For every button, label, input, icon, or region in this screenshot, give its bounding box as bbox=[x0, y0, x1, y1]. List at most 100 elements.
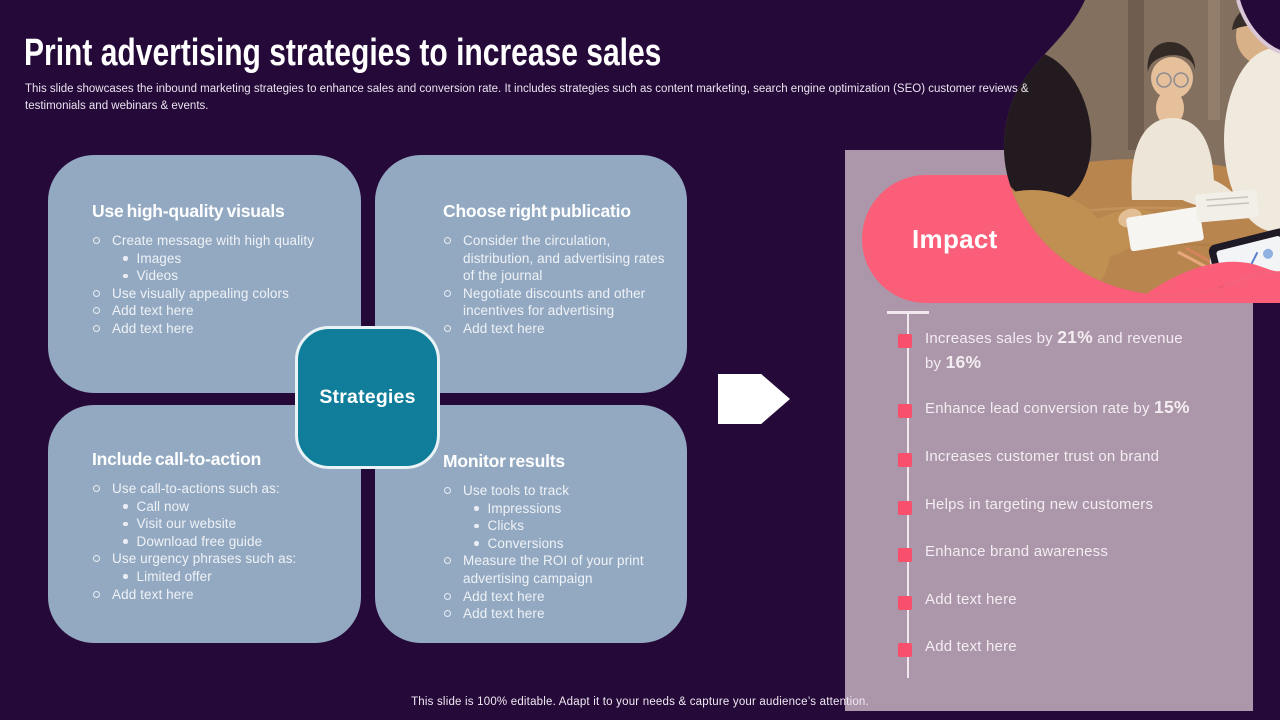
dot-bullet-icon bbox=[123, 574, 128, 579]
timeline-marker-icon bbox=[898, 548, 912, 562]
bullet-text: Use call-to-actions such as: bbox=[112, 481, 280, 496]
dot-bullet-icon bbox=[123, 521, 128, 527]
sub-bullet-item: Conversions bbox=[474, 535, 673, 553]
sub-bullet-item: Videos bbox=[123, 267, 337, 285]
timeline-marker-icon bbox=[898, 453, 912, 467]
impact-item: Helps in targeting new customers bbox=[925, 493, 1247, 517]
bullet-text: Videos bbox=[136, 268, 179, 284]
bullet-text: Download free guide bbox=[136, 533, 263, 549]
strategy-box-title: Use high-quality visuals bbox=[92, 201, 285, 221]
slide-subtitle: This slide showcases the inbound marketi… bbox=[25, 83, 1029, 112]
blob-edge-highlight bbox=[1236, 0, 1280, 54]
footer-note: This slide is 100% editable. Adapt it to… bbox=[411, 696, 869, 708]
right-arrow-icon bbox=[718, 374, 790, 424]
circle-bullet-icon bbox=[444, 557, 451, 565]
bullet-item: Add text here bbox=[92, 586, 337, 604]
bullet-text: Use visually appealing colors bbox=[112, 285, 289, 301]
strategy-box-list: Consider the circulation, distribution, … bbox=[443, 232, 673, 338]
bullet-text: Limited offer bbox=[136, 568, 212, 584]
sub-bullet-item: Call now bbox=[123, 498, 337, 516]
bullet-text: Add text here bbox=[112, 303, 194, 319]
impact-item: Increases customer trust on brand bbox=[925, 445, 1247, 469]
bullet-text: Add text here bbox=[112, 586, 194, 602]
impact-stat-value: 15% bbox=[1154, 397, 1190, 417]
bullet-item: Add text here bbox=[92, 320, 337, 338]
impact-stat-value: 16% bbox=[945, 351, 982, 372]
bullet-text: Create message with high quality bbox=[112, 233, 315, 248]
impact-item-text: Helps in targeting new customers bbox=[925, 496, 1154, 513]
timeline-marker-icon bbox=[898, 643, 912, 657]
strategy-box-use-high-quality-visuals: Use high-quality visuals Create message … bbox=[48, 155, 361, 393]
timeline-marker-icon bbox=[898, 334, 912, 348]
bullet-item: Add text here bbox=[443, 605, 673, 623]
impact-item: Increases sales by 21% and revenue by 16… bbox=[925, 326, 1183, 375]
circle-bullet-icon bbox=[93, 590, 100, 598]
bullet-text: Consider the circulation, distribution, … bbox=[463, 233, 665, 284]
impact-item-text: Add text here bbox=[925, 638, 1017, 655]
dot-bullet-icon bbox=[123, 504, 128, 509]
bullet-item: Use call-to-actions such as: bbox=[92, 480, 337, 498]
strategy-box-include-call-to-action: Include call-to-action Use call-to-actio… bbox=[48, 405, 361, 643]
bullet-text: Images bbox=[136, 250, 182, 266]
circle-bullet-icon bbox=[93, 324, 100, 332]
bullet-item: Negotiate discounts and other incentives… bbox=[443, 285, 673, 320]
page-title: Print advertising strategies to increase… bbox=[24, 32, 662, 74]
sub-bullet-item: Download free guide bbox=[123, 533, 337, 551]
impact-item-text: Enhance lead conversion rate by bbox=[925, 400, 1155, 417]
bullet-item: Use tools to track bbox=[443, 482, 673, 500]
bullet-item: Consider the circulation, distribution, … bbox=[443, 232, 673, 285]
circle-bullet-icon bbox=[93, 555, 100, 563]
strategy-box-list: Use tools to track Impressions Clicks Conve… bbox=[443, 482, 673, 623]
circle-bullet-icon bbox=[93, 237, 100, 244]
impact-item: Add text here bbox=[925, 588, 1247, 612]
bullet-text: Call now bbox=[136, 498, 190, 514]
strategy-box-list: Create message with high quality Images Vi… bbox=[92, 232, 337, 338]
dot-bullet-icon bbox=[474, 541, 479, 546]
bullet-text: Visit our website bbox=[136, 516, 237, 532]
bullet-text: Add text here bbox=[463, 588, 545, 604]
circle-bullet-icon bbox=[444, 487, 451, 494]
impact-item-text: Increases customer trust on brand bbox=[925, 448, 1160, 465]
bullet-text: Impressions bbox=[487, 500, 562, 516]
bullet-item: Use urgency phrases such as: bbox=[92, 550, 337, 568]
strategy-box-title: Include call-to-action bbox=[92, 449, 262, 469]
impact-item-text: Increases sales by bbox=[925, 330, 1058, 347]
circle-bullet-icon bbox=[444, 610, 451, 618]
impact-stat-value: 21% bbox=[1057, 327, 1093, 347]
bullet-text: Use urgency phrases such as: bbox=[112, 551, 297, 567]
impact-item-text: and revenue by bbox=[925, 330, 1183, 372]
bullet-text: Negotiate discounts and other incentives… bbox=[463, 285, 646, 319]
timeline-line bbox=[907, 312, 909, 678]
impact-item-text: Enhance brand awareness bbox=[925, 543, 1109, 560]
sub-bullet-item: Limited offer bbox=[123, 568, 337, 586]
circle-bullet-icon bbox=[93, 307, 100, 315]
bullet-item: Add text here bbox=[443, 320, 673, 338]
strategy-box-title: Monitor results bbox=[443, 451, 565, 471]
dot-bullet-icon bbox=[474, 523, 479, 529]
sub-bullet-item: Images bbox=[123, 250, 337, 268]
dot-bullet-icon bbox=[123, 256, 128, 261]
team-photo bbox=[1003, 0, 1280, 296]
impact-heading: Impact bbox=[912, 223, 998, 254]
timeline-marker-icon bbox=[898, 596, 912, 610]
bullet-item: Add text here bbox=[92, 302, 337, 320]
impact-item-text: Add text here bbox=[925, 591, 1017, 608]
circle-bullet-icon bbox=[444, 289, 451, 297]
timeline-marker-icon bbox=[898, 404, 912, 418]
bullet-text: Add text here bbox=[463, 320, 545, 336]
bullet-item: Create message with high quality bbox=[92, 232, 337, 250]
circle-bullet-icon bbox=[93, 289, 100, 297]
impact-item: Add text here bbox=[925, 635, 1247, 659]
dot-bullet-icon bbox=[123, 539, 128, 544]
sub-bullet-item: Impressions bbox=[474, 500, 673, 518]
notebooks bbox=[1126, 189, 1259, 278]
sub-bullet-item: Visit our website bbox=[123, 515, 337, 533]
circle-bullet-icon bbox=[93, 485, 100, 492]
bullet-text: Add text here bbox=[463, 606, 545, 622]
strategies-badge: Strategies bbox=[295, 326, 440, 469]
bullet-text: Clicks bbox=[487, 518, 525, 534]
bullet-text: Measure the ROI of your print advertisin… bbox=[463, 553, 644, 586]
circle-bullet-icon bbox=[444, 237, 451, 244]
bullet-text: Use tools to track bbox=[463, 483, 570, 498]
